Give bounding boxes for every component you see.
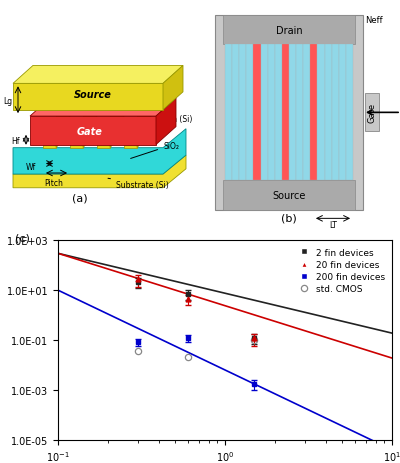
Polygon shape [13,130,186,175]
Polygon shape [70,117,97,132]
Polygon shape [30,117,156,145]
Bar [365,94,379,132]
Polygon shape [163,66,183,111]
Bar [239,45,246,181]
Bar [339,45,346,181]
Text: Hf: Hf [12,137,20,145]
Text: Substrate (Si): Substrate (Si) [108,179,169,189]
Bar [223,181,355,211]
Text: LT: LT [329,221,337,230]
Polygon shape [97,132,110,148]
Bar [268,45,275,181]
Polygon shape [13,84,163,111]
Polygon shape [13,66,183,84]
Text: Source: Source [74,90,112,100]
Polygon shape [124,117,151,132]
Text: Fin (Si): Fin (Si) [127,115,192,134]
Bar [223,16,355,45]
Bar [310,45,318,181]
Text: SiO₂: SiO₂ [131,141,179,159]
Bar [215,16,363,211]
Bar [346,45,353,181]
Text: Lg: Lg [3,96,12,106]
Polygon shape [43,117,70,132]
Polygon shape [156,99,176,145]
Bar [318,45,324,181]
Polygon shape [70,132,83,148]
Bar [232,45,239,181]
Text: (c): (c) [14,233,30,243]
Polygon shape [43,132,56,148]
Bar [275,45,282,181]
Text: (b): (b) [281,213,297,223]
Text: Gate: Gate [368,103,376,123]
Bar [246,45,254,181]
Polygon shape [124,132,137,148]
Bar [282,45,289,181]
Bar [324,45,332,181]
Text: Source: Source [272,191,306,201]
Polygon shape [56,117,70,148]
Bar [289,45,296,181]
Text: Wf: Wf [26,163,36,172]
Y-axis label: Responsivity (V/W): Responsivity (V/W) [0,288,1,393]
Polygon shape [137,117,151,148]
Polygon shape [110,117,124,148]
Polygon shape [30,99,176,117]
Bar [296,45,303,181]
Text: Gate: Gate [77,126,103,137]
Text: Pitch: Pitch [44,179,64,188]
Text: Drain: Drain [276,25,302,36]
Legend: 2 fin devices, 20 fin devices, 200 fin devices, std. CMOS: 2 fin devices, 20 fin devices, 200 fin d… [292,245,388,296]
Polygon shape [97,117,124,132]
Bar [225,45,232,181]
Polygon shape [13,156,186,188]
Bar [332,45,339,181]
Text: Neff: Neff [365,15,383,25]
Bar [303,45,310,181]
Polygon shape [83,117,97,148]
Bar [260,45,268,181]
Text: (a): (a) [72,193,88,203]
Bar [254,45,260,181]
